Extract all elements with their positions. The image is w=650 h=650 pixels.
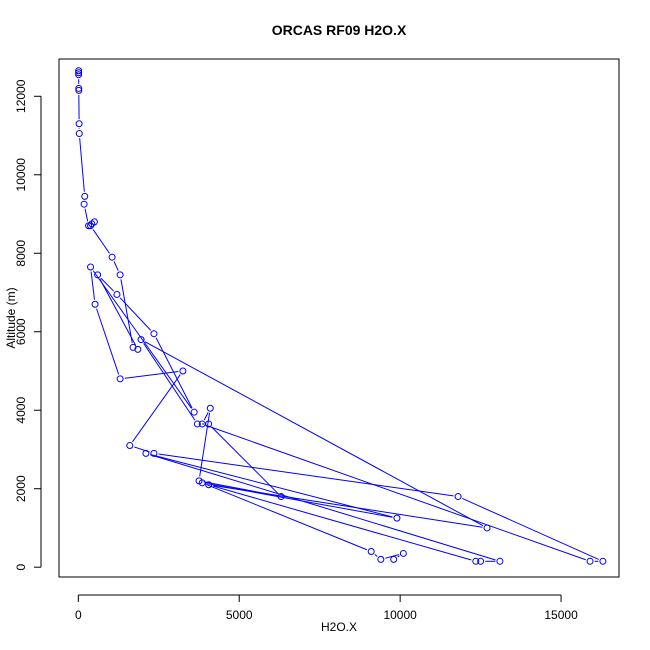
data-point [390,555,398,563]
y-tick-label: 6000 [14,318,28,345]
series-segment [206,484,368,551]
series-segment [150,454,393,518]
series-segment [203,412,209,421]
y-tick-label: 12000 [14,79,28,113]
series-segment [199,412,211,477]
series-segment [99,278,137,346]
data-point [399,549,407,557]
data-point [198,479,206,487]
series-segment [143,343,196,421]
data-point [193,420,201,428]
y-tick-label: 10000 [14,158,28,192]
series-segment [113,261,119,271]
x-axis-label: H2O.X [321,620,357,634]
x-axis: 0 5000 10000 15000 [75,594,578,622]
series-segment [134,446,150,453]
data-point [90,218,98,226]
data-point [496,557,504,565]
series-segment [79,138,85,192]
data-point [75,71,83,79]
series-segment [96,308,120,375]
data-point [75,84,83,92]
data-point [377,555,385,563]
series-segment [132,374,181,443]
data-point [116,375,124,383]
data-point [454,493,462,501]
y-axis: 0 2000 4000 6000 8000 10000 12000 [14,79,42,571]
chart-title: ORCAS RF09 H2O.X [272,22,407,38]
x-tick-label: 0 [75,608,82,622]
data-point [75,69,83,77]
y-tick-label: 4000 [14,397,28,424]
data-point [586,557,594,565]
series-segment [124,371,179,379]
data-point [142,449,150,457]
data-point [108,253,116,261]
series-segment [212,485,472,561]
data-point [75,67,83,75]
data-point [483,524,491,532]
data-point [477,557,485,565]
data-point [205,481,213,489]
series-segment [206,425,586,561]
data-point [150,449,158,457]
data-point [87,222,95,230]
data-point [393,514,401,522]
data-point [137,336,145,344]
data-point [80,200,88,208]
series-segment [92,270,192,409]
data-point [190,408,198,416]
data-point [113,290,121,298]
data-point [75,130,83,138]
data-point [599,557,607,565]
plot-frame [58,58,620,578]
data-point [277,493,285,501]
series-segment [90,271,95,300]
data-point [134,345,142,353]
data-point [91,300,99,308]
series-segment [462,497,599,560]
series-segment [150,454,496,561]
series-lines [78,79,599,562]
x-tick-label: 15000 [544,608,578,622]
series-points [75,67,607,565]
series-segment [206,483,393,518]
data-point [205,420,213,428]
data-point [150,330,158,338]
series-segment [144,341,484,527]
data-point [75,86,83,94]
y-tick-label: 2000 [14,475,28,502]
y-axis-label: Altitude (m) [4,287,18,348]
x-tick-label: 5000 [226,608,253,622]
y-tick-label: 0 [14,564,28,571]
data-point [116,271,124,279]
series-segment [155,337,193,409]
data-point [472,557,480,565]
series-segment [119,297,152,331]
data-point [179,367,187,375]
data-point [367,547,375,555]
y-tick-label: 8000 [14,240,28,267]
series-segment [92,229,110,254]
data-point [126,442,134,450]
data-point [87,263,95,271]
series-segment [211,426,279,494]
data-point [81,192,89,200]
series-segment [397,555,400,558]
series-segment [84,208,89,222]
series-segment [120,279,133,343]
series-segment [100,277,115,292]
x-tick-label: 10000 [383,608,417,622]
data-point [75,120,83,128]
data-point [206,404,214,412]
data-point [94,271,102,279]
series-segment [374,554,378,557]
series-segment [158,453,454,497]
